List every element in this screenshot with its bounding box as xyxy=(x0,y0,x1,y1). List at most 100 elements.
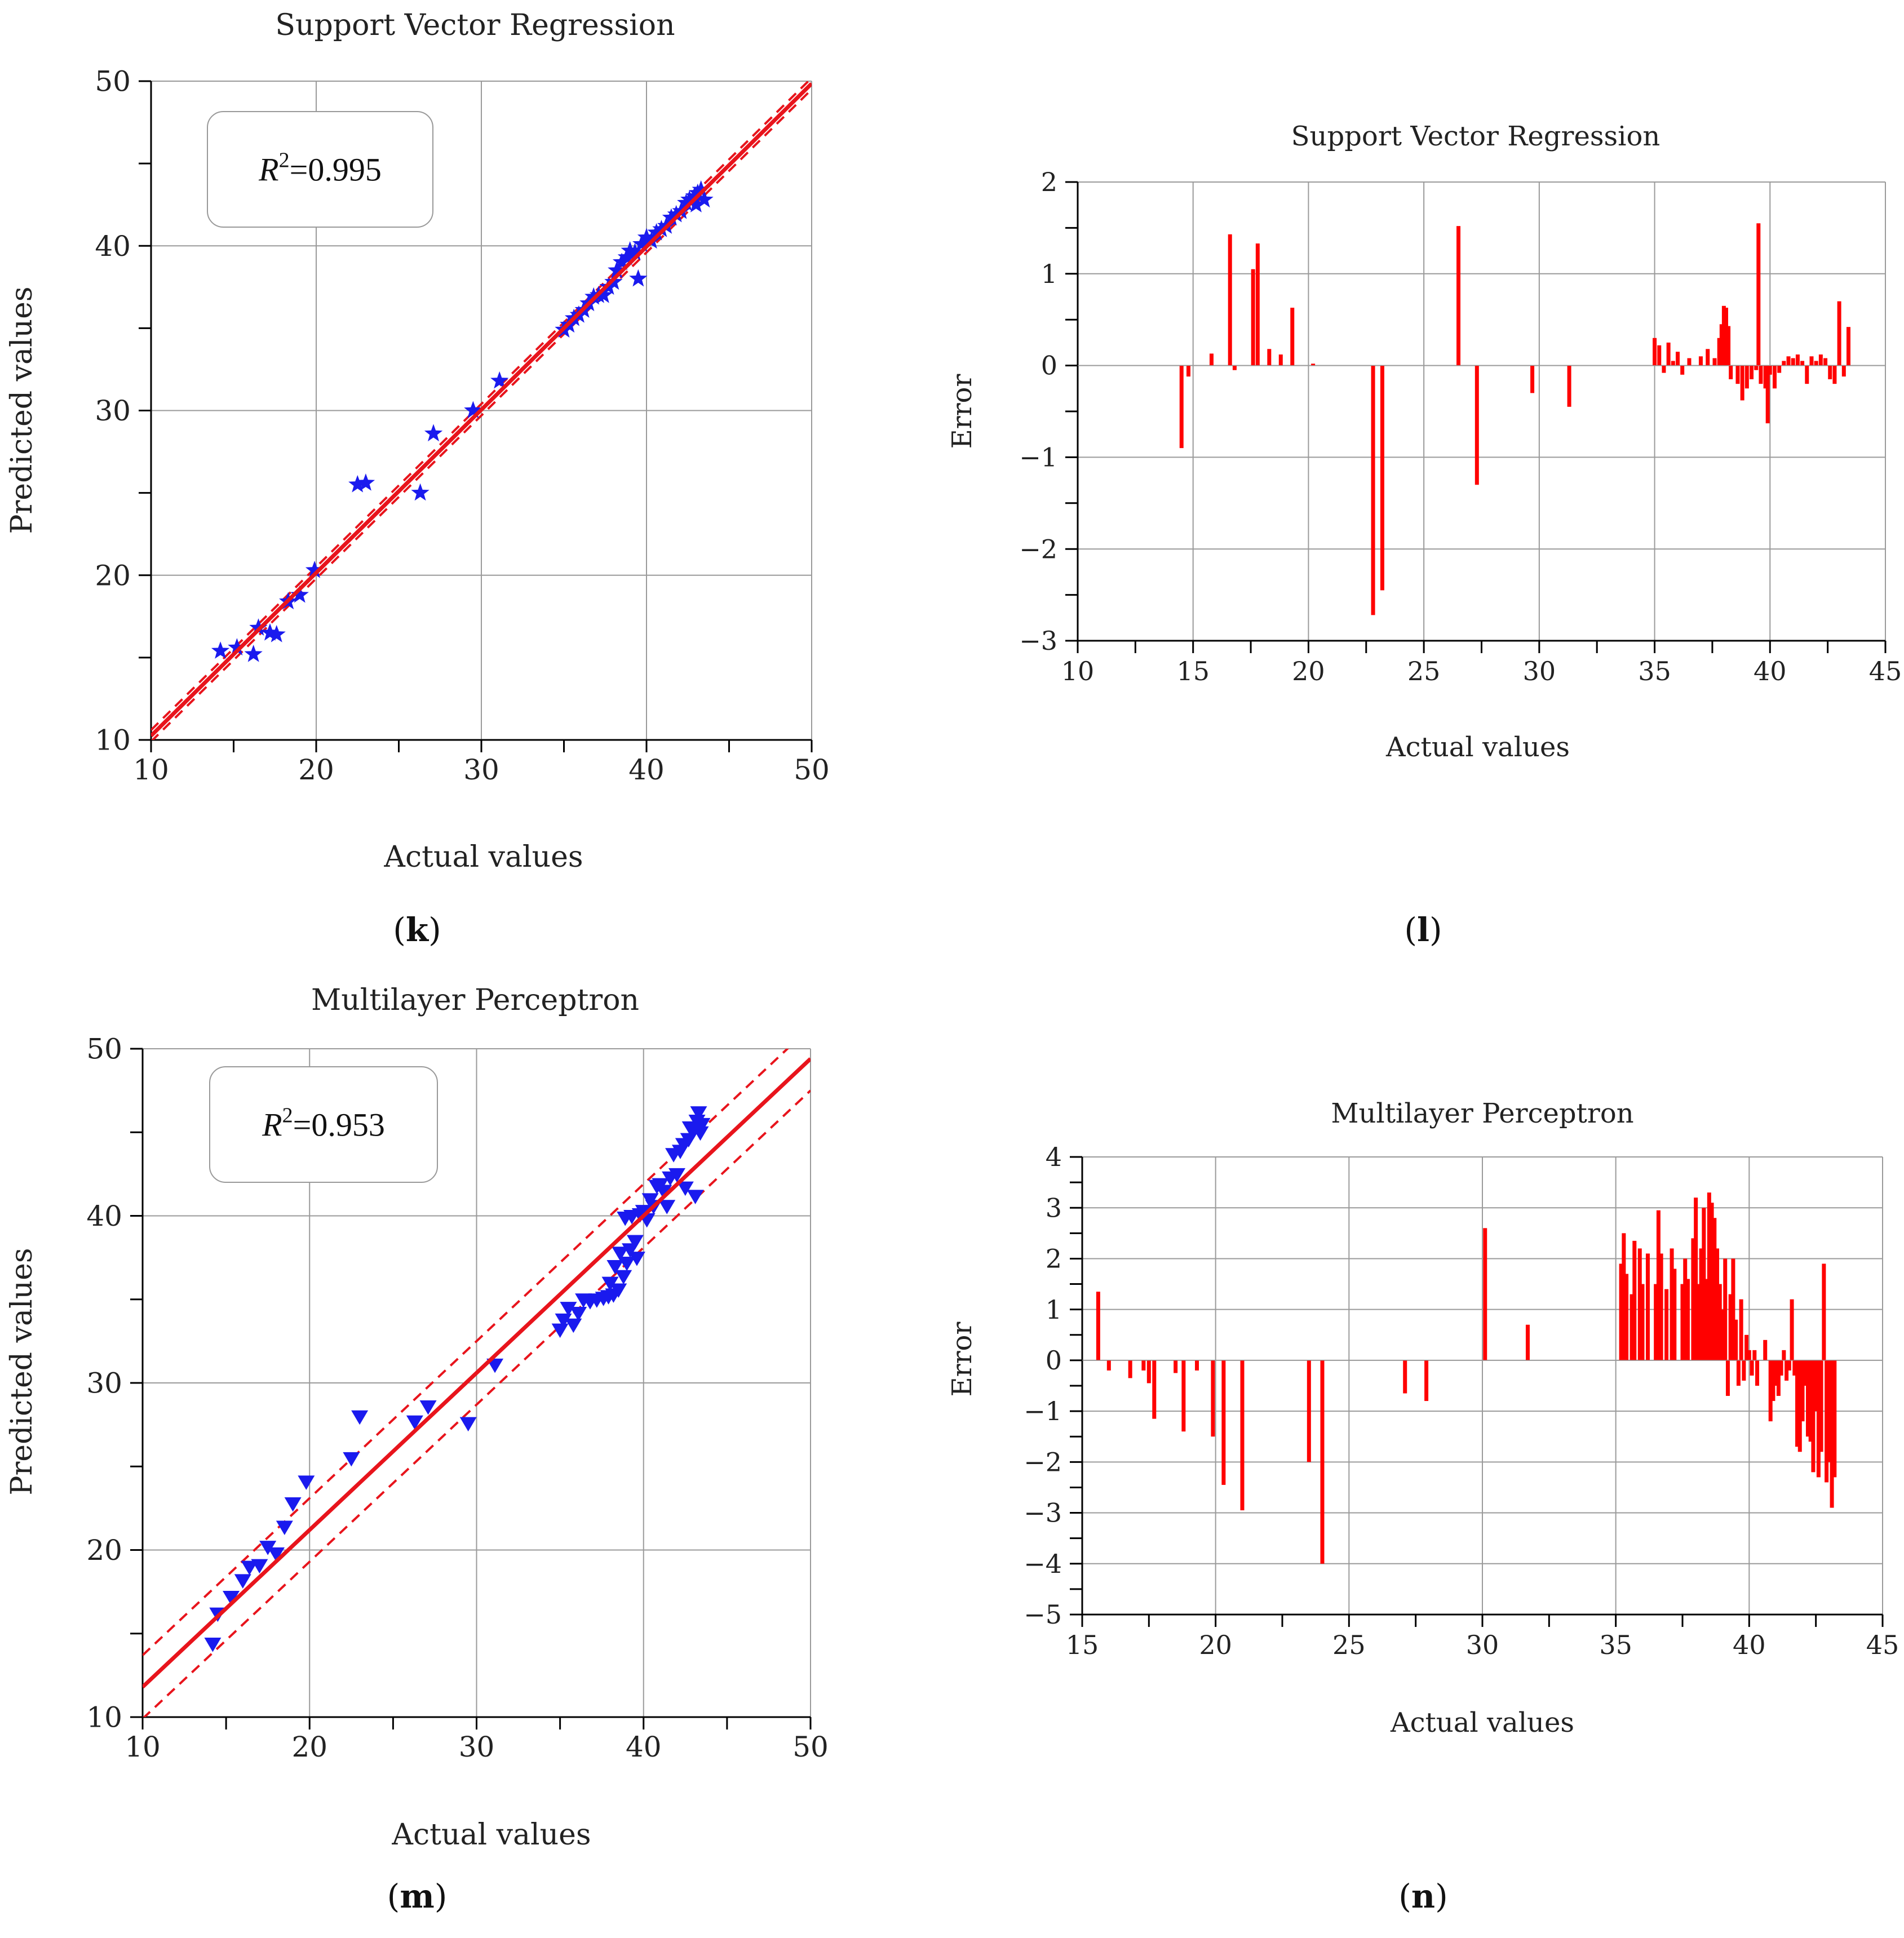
data-point-star xyxy=(662,208,681,226)
error-bar xyxy=(1179,365,1184,449)
error-bar xyxy=(1174,1360,1178,1373)
y-tick-label: −1 xyxy=(1019,442,1057,473)
data-point-star xyxy=(680,190,699,208)
error-bar xyxy=(1756,223,1761,366)
error-bar xyxy=(1251,269,1255,366)
error-bar xyxy=(1805,1360,1810,1437)
y-tick-label: −5 xyxy=(1024,1599,1062,1630)
error-bar xyxy=(1792,1360,1797,1376)
data-point-star xyxy=(411,483,429,501)
error-bar xyxy=(1731,1258,1735,1360)
error-bar xyxy=(1822,1263,1826,1360)
error-bar xyxy=(1809,356,1814,366)
y-tick-label: −3 xyxy=(1019,626,1057,656)
panel-label: (k) xyxy=(393,911,441,949)
error-bar xyxy=(1736,1360,1741,1386)
error-bar xyxy=(1640,1284,1645,1360)
y-tick-label: 30 xyxy=(95,394,131,427)
error-bar xyxy=(1141,1360,1146,1371)
chart-title: Support Vector Regression xyxy=(1291,121,1661,152)
error-bar xyxy=(1637,1248,1642,1360)
data-point-triangle xyxy=(560,1302,577,1316)
error-bar xyxy=(1832,365,1837,384)
x-tick-label: 20 xyxy=(1199,1630,1232,1660)
error-bar xyxy=(1763,365,1768,389)
error-bar xyxy=(1666,342,1671,366)
data-point-star xyxy=(356,473,375,491)
chart-title: Multilayer Perceptron xyxy=(311,983,639,1017)
y-tick-label: 40 xyxy=(86,1200,122,1232)
error-bar xyxy=(1841,365,1846,377)
error-bar xyxy=(1680,1284,1685,1360)
x-tick-label: 10 xyxy=(1061,656,1095,686)
data-point-star xyxy=(290,585,309,603)
error-bar xyxy=(1734,1319,1738,1360)
data-point-triangle xyxy=(618,1257,636,1271)
error-bar xyxy=(1739,1299,1743,1360)
error-bar xyxy=(1267,349,1272,366)
error-bar xyxy=(1771,1360,1775,1402)
error-bar xyxy=(1622,1233,1626,1360)
regression-fit-line xyxy=(151,82,812,738)
data-point-triangle xyxy=(615,1270,632,1285)
error-bar xyxy=(1671,361,1675,366)
panel-label: (l) xyxy=(1404,911,1442,949)
panel-label: (m) xyxy=(387,1877,448,1915)
data-point-triangle xyxy=(601,1276,619,1292)
error-bar xyxy=(1232,365,1237,370)
x-tick-label: 10 xyxy=(125,1731,161,1763)
error-bar xyxy=(1696,1284,1701,1360)
error-bar xyxy=(1726,326,1731,366)
data-point-star xyxy=(667,205,685,223)
error-bar xyxy=(1787,1360,1791,1371)
error-bar xyxy=(1819,1360,1823,1452)
data-point-triangle xyxy=(570,1306,587,1321)
data-point-star xyxy=(249,618,268,636)
y-tick-label: −2 xyxy=(1024,1447,1062,1477)
y-tick-label: 30 xyxy=(86,1367,122,1400)
data-point-star xyxy=(647,223,666,241)
y-axis-label: Error xyxy=(946,1322,978,1397)
error-bar xyxy=(1710,1203,1714,1360)
error-bar xyxy=(1186,365,1191,377)
error-bar xyxy=(1776,1360,1781,1396)
error-bar xyxy=(1800,1360,1805,1422)
data-point-triangle xyxy=(234,1574,251,1589)
data-point-triangle xyxy=(204,1638,222,1652)
error-bar xyxy=(1772,365,1777,389)
error-bar xyxy=(1828,365,1832,380)
x-tick-label: 50 xyxy=(792,1731,829,1763)
error-bar xyxy=(1823,358,1828,366)
y-tick-label: 4 xyxy=(1046,1142,1062,1172)
error-bar xyxy=(1702,1208,1706,1360)
error-bar xyxy=(1530,365,1535,393)
r2-annotation-box xyxy=(207,111,433,228)
error-bar xyxy=(1706,349,1710,366)
error-bar xyxy=(1278,354,1283,366)
data-point-triangle xyxy=(693,1117,711,1133)
error-bar xyxy=(1645,1253,1650,1360)
y-tick-label: −2 xyxy=(1019,534,1057,564)
error-bar xyxy=(1255,243,1260,366)
data-point-triangle xyxy=(259,1541,277,1555)
error-bar xyxy=(1735,365,1740,384)
data-point-triangle xyxy=(658,1200,676,1214)
error-bar xyxy=(1380,365,1384,591)
error-bar xyxy=(1782,1350,1786,1360)
error-bar xyxy=(1717,338,1721,366)
error-bar xyxy=(1676,352,1680,366)
y-tick-label: 0 xyxy=(1041,351,1057,381)
error-bar xyxy=(1209,353,1214,366)
x-tick-label: 20 xyxy=(291,1731,327,1763)
data-point-star xyxy=(652,220,671,237)
data-point-star xyxy=(244,645,263,662)
y-tick-label: 20 xyxy=(86,1534,122,1567)
data-point-star xyxy=(211,641,230,659)
data-point-triangle xyxy=(690,1106,707,1121)
error-bar xyxy=(1567,365,1571,407)
regression-fit-line xyxy=(143,1057,811,1689)
data-point-star xyxy=(692,180,710,198)
error-bar xyxy=(1795,354,1800,366)
